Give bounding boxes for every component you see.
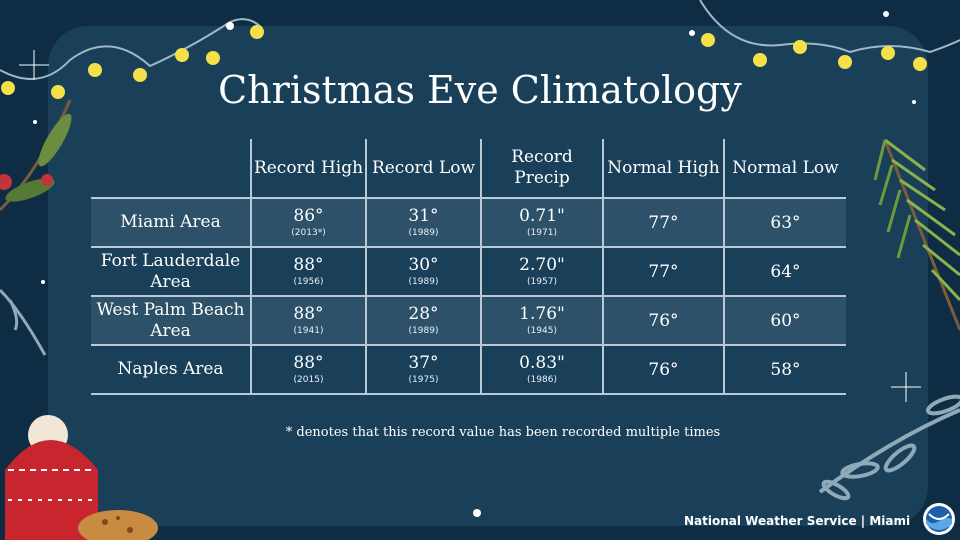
value: 63°	[770, 212, 801, 233]
value: 28°	[408, 303, 439, 324]
normal-high-cell: 77°	[602, 197, 725, 248]
column-header: Record Low	[365, 139, 482, 199]
normal-high-cell: 76°	[602, 295, 725, 346]
branch-icon	[0, 288, 47, 356]
table-header-row: Record High Record Low Record Precip Nor…	[91, 139, 846, 199]
normal-low-cell: 63°	[723, 197, 846, 248]
record-low-cell: 28° (1989)	[365, 295, 482, 346]
value: 88°	[293, 303, 324, 324]
record-high-cell: 88° (1956)	[250, 246, 367, 297]
year: (1956)	[293, 276, 324, 287]
noaa-logo-icon	[923, 503, 955, 535]
record-low-cell: 31° (1989)	[365, 197, 482, 248]
column-header: Record Precip	[480, 139, 604, 199]
normal-low-cell: 64°	[723, 246, 846, 297]
record-high-cell: 88° (1941)	[250, 295, 367, 346]
light-bulb-icon	[701, 33, 927, 71]
table-row: West Palm Beach Area 88° (1941) 28° (1989)…	[91, 295, 846, 346]
winter-hat-icon	[5, 415, 98, 540]
branch-icon	[818, 394, 960, 501]
value: 88°	[293, 352, 324, 373]
column-header: Record High	[250, 139, 367, 199]
value: 1.76"	[519, 303, 565, 324]
location-cell: West Palm Beach Area	[91, 295, 252, 346]
value: 37°	[408, 352, 439, 373]
footnote: * denotes that this record value has bee…	[285, 425, 721, 440]
pine-branch-icon	[873, 138, 960, 331]
year: (1986)	[527, 374, 557, 385]
value: 0.83"	[519, 352, 565, 373]
value: 30°	[408, 254, 439, 275]
year: (1989)	[408, 276, 439, 287]
corner-cell	[91, 139, 252, 199]
year: (1957)	[527, 276, 557, 287]
record-precip-cell: 1.76" (1945)	[480, 295, 604, 346]
record-low-cell: 37° (1975)	[365, 344, 482, 395]
climatology-table: Record High Record Low Record Precip Nor…	[91, 139, 846, 395]
footer-credit: National Weather Service | Miami	[684, 514, 911, 528]
value: 60°	[770, 310, 801, 331]
normal-high-cell: 77°	[602, 246, 725, 297]
normal-low-cell: 60°	[723, 295, 846, 346]
sparkle-icon	[19, 50, 921, 402]
table-row: Fort Lauderdale Area 88° (1956) 30° (1989)…	[91, 246, 846, 297]
value: 0.71"	[519, 205, 565, 226]
normal-high-cell: 76°	[602, 344, 725, 395]
value: 77°	[648, 212, 679, 233]
year: (1945)	[527, 325, 557, 336]
column-header: Normal High	[602, 139, 725, 199]
table-row: Miami Area 86° (2013*) 31° (1989) 0.71" (19…	[91, 197, 846, 248]
value: 88°	[293, 254, 324, 275]
page-title: Christmas Eve Climatology	[218, 68, 742, 112]
holly-leaves-icon	[0, 99, 72, 212]
record-precip-cell: 0.83" (1986)	[480, 344, 604, 395]
value: 86°	[293, 205, 324, 226]
record-high-cell: 86° (2013*)	[250, 197, 367, 248]
value: 64°	[770, 261, 801, 282]
value: 58°	[770, 359, 801, 380]
location-cell: Naples Area	[91, 344, 252, 395]
year: (1941)	[293, 325, 324, 336]
normal-low-cell: 58°	[723, 344, 846, 395]
value: 77°	[648, 261, 679, 282]
value: 2.70"	[519, 254, 565, 275]
year: (2013*)	[291, 227, 326, 238]
column-header: Normal Low	[723, 139, 846, 199]
record-precip-cell: 0.71" (1971)	[480, 197, 604, 248]
location-cell: Miami Area	[91, 197, 252, 248]
year: (1971)	[527, 227, 557, 238]
record-low-cell: 30° (1989)	[365, 246, 482, 297]
year: (1975)	[408, 374, 439, 385]
record-high-cell: 88° (2015)	[250, 344, 367, 395]
table-row: Naples Area 88° (2015) 37° (1975) 0.83" (19…	[91, 344, 846, 395]
year: (2015)	[293, 374, 324, 385]
location-cell: Fort Lauderdale Area	[91, 246, 252, 297]
value: 76°	[648, 359, 679, 380]
value: 76°	[648, 310, 679, 331]
year: (1989)	[408, 325, 439, 336]
value: 31°	[408, 205, 439, 226]
record-precip-cell: 2.70" (1957)	[480, 246, 604, 297]
cookie-icon	[78, 510, 158, 540]
light-bulb-icon	[1, 25, 264, 99]
year: (1989)	[408, 227, 439, 238]
